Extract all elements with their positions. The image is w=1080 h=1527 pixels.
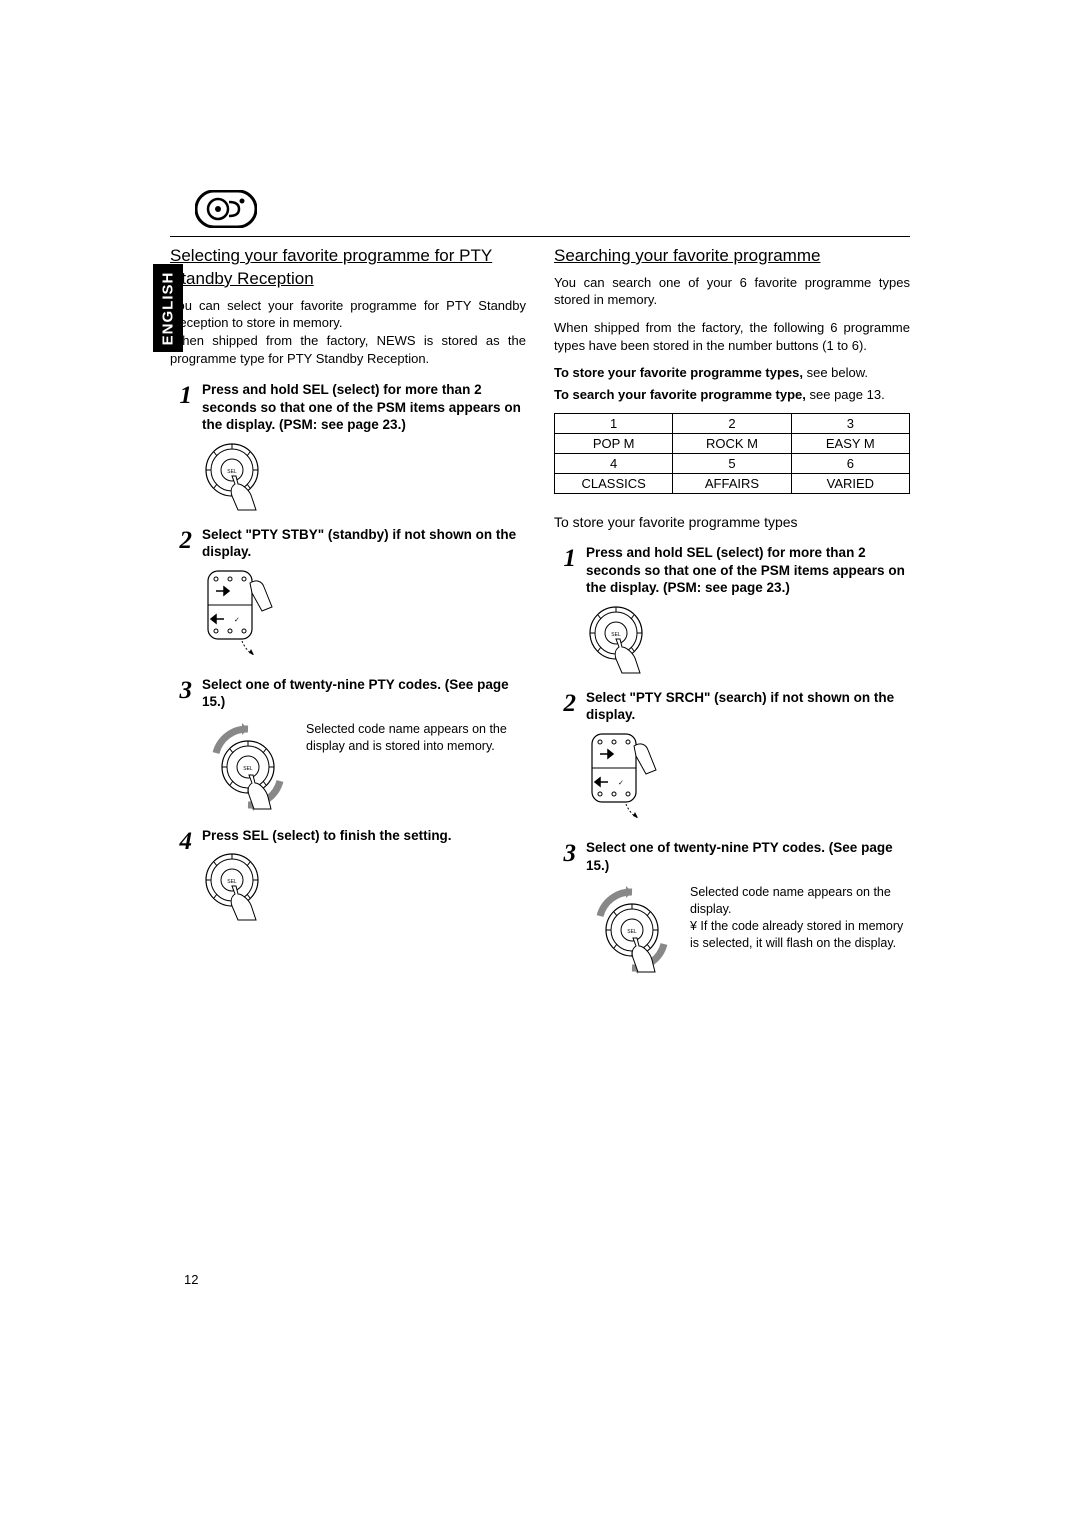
step-number: 3 xyxy=(554,839,576,976)
left-step-2: 2 Select "PTY STBY" (standby) if not sho… xyxy=(170,526,526,662)
table-row: 1 2 3 xyxy=(555,414,910,434)
dial-press-icon: SEL xyxy=(202,850,526,922)
table-cell: POP M xyxy=(555,434,673,454)
content-columns: Selecting your favorite programme for PT… xyxy=(170,245,910,976)
step-title: Press and hold SEL (select) for more tha… xyxy=(586,544,910,597)
right-subhead: To store your favorite programme types xyxy=(554,514,910,530)
store-label: To store your favorite programme types, xyxy=(554,365,803,380)
right-step-3: 3 Select one of twenty-nine PTY codes. (… xyxy=(554,839,910,976)
svg-text:SEL: SEL xyxy=(227,469,237,475)
header-logo xyxy=(195,190,910,228)
svg-text:SEL: SEL xyxy=(227,879,237,885)
search-text: see page 13. xyxy=(806,387,885,402)
svg-text:SEL: SEL xyxy=(243,766,253,772)
table-cell: 2 xyxy=(673,414,791,434)
step-number: 1 xyxy=(554,544,576,675)
table-cell: AFFAIRS xyxy=(673,474,791,494)
language-tab: ENGLISH xyxy=(153,264,183,352)
step-caption: Selected code name appears on the displa… xyxy=(690,884,910,952)
table-row: CLASSICS AFFAIRS VARIED xyxy=(555,474,910,494)
step-title: Select one of twenty-nine PTY codes. (Se… xyxy=(202,676,526,711)
left-step-4: 4 Press SEL (select) to finish the setti… xyxy=(170,827,526,923)
table-cell: EASY M xyxy=(791,434,909,454)
preset-table: 1 2 3 POP M ROCK M EASY M 4 5 6 CLASSICS… xyxy=(554,413,910,494)
step-title: Press SEL (select) to finish the setting… xyxy=(202,827,526,845)
table-cell: VARIED xyxy=(791,474,909,494)
table-cell: 5 xyxy=(673,454,791,474)
step-number: 3 xyxy=(170,676,192,813)
right-intro-1: You can search one of your 6 favorite pr… xyxy=(554,274,910,309)
step-number: 2 xyxy=(170,526,192,662)
dial-press-icon: SEL xyxy=(202,440,526,512)
step-title: Select "PTY SRCH" (search) if not shown … xyxy=(586,689,910,724)
rocker-button-icon: ✓ xyxy=(202,567,526,662)
step-number: 1 xyxy=(170,381,192,512)
step-title: Press and hold SEL (select) for more tha… xyxy=(202,381,526,434)
right-step-2: 2 Select "PTY SRCH" (search) if not show… xyxy=(554,689,910,825)
search-label: To search your favorite programme type, xyxy=(554,387,806,402)
left-intro: You can select your favorite programme f… xyxy=(170,297,526,367)
step-title: Select one of twenty-nine PTY codes. (Se… xyxy=(586,839,910,874)
dial-press-icon: SEL xyxy=(586,603,910,675)
table-cell: 4 xyxy=(555,454,673,474)
table-row: 4 5 6 xyxy=(555,454,910,474)
step-title: Select "PTY STBY" (standby) if not shown… xyxy=(202,526,526,561)
table-cell: 3 xyxy=(791,414,909,434)
rocker-button-icon: ✓ xyxy=(586,730,910,825)
dial-rotate-icon: SEL xyxy=(586,884,678,976)
svg-text:SEL: SEL xyxy=(627,929,637,935)
manual-page: ENGLISH Selecting your favorite programm… xyxy=(0,0,1080,1527)
store-text: see below. xyxy=(803,365,868,380)
left-step-1: 1 Press and hold SEL (select) for more t… xyxy=(170,381,526,512)
step-number: 2 xyxy=(554,689,576,825)
left-step-3: 3 Select one of twenty-nine PTY codes. (… xyxy=(170,676,526,813)
right-search-line: To search your favorite programme type, … xyxy=(554,386,910,404)
table-cell: 1 xyxy=(555,414,673,434)
svg-text:SEL: SEL xyxy=(611,632,621,638)
header-rule xyxy=(170,236,910,237)
right-step-1: 1 Press and hold SEL (select) for more t… xyxy=(554,544,910,675)
table-row: POP M ROCK M EASY M xyxy=(555,434,910,454)
table-cell: 6 xyxy=(791,454,909,474)
left-heading: Selecting your favorite programme for PT… xyxy=(170,245,526,291)
left-column: Selecting your favorite programme for PT… xyxy=(170,245,526,976)
step-number: 4 xyxy=(170,827,192,923)
right-heading: Searching your favorite programme xyxy=(554,245,910,268)
step-caption: Selected code name appears on the displa… xyxy=(306,721,526,755)
svg-text:✓: ✓ xyxy=(618,780,624,787)
dial-rotate-icon: SEL xyxy=(202,721,294,813)
right-intro-2: When shipped from the factory, the follo… xyxy=(554,319,910,354)
page-number: 12 xyxy=(184,1272,198,1287)
right-column: Searching your favorite programme You ca… xyxy=(554,245,910,976)
table-cell: CLASSICS xyxy=(555,474,673,494)
right-store-line: To store your favorite programme types, … xyxy=(554,364,910,382)
table-cell: ROCK M xyxy=(673,434,791,454)
language-tab-label: ENGLISH xyxy=(160,271,177,345)
svg-text:✓: ✓ xyxy=(234,617,240,624)
